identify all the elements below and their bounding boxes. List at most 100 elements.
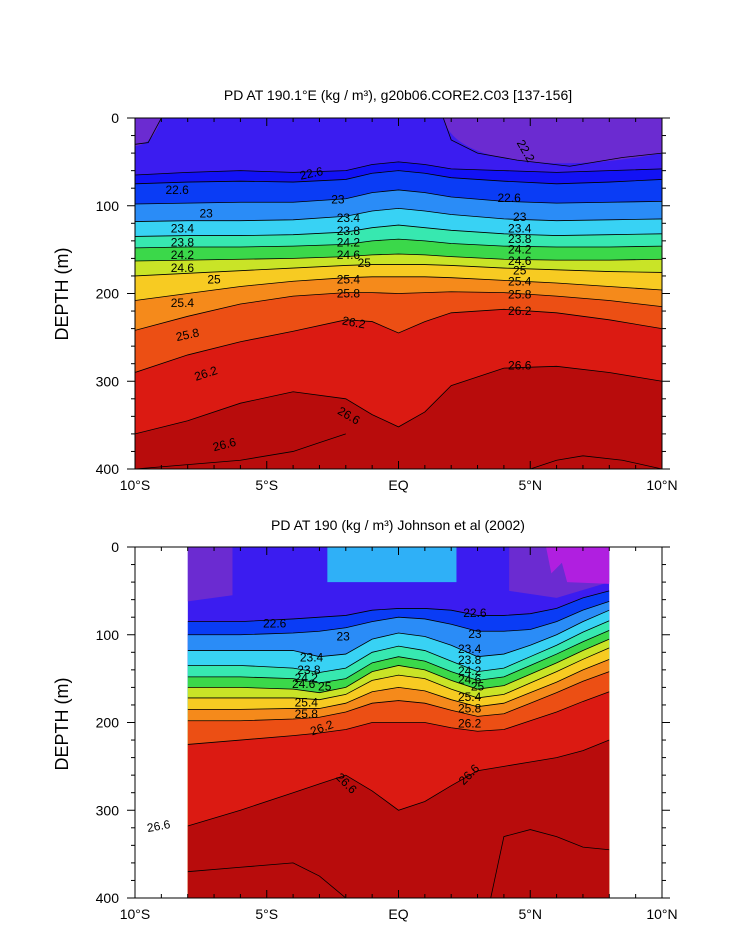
x-tick-label: 5°N xyxy=(519,906,543,922)
contour-label: 26.2 xyxy=(193,363,220,384)
contour-label: 23.8 xyxy=(508,232,532,246)
contour-fill-26-6 xyxy=(135,366,662,469)
contour-label: 25.8 xyxy=(175,325,201,344)
contour-line-23 xyxy=(187,601,610,636)
contour-label: 22.6 xyxy=(298,164,324,183)
contour-label: 23 xyxy=(513,210,527,224)
contour-label: 26.2 xyxy=(508,304,532,318)
contour-fill-26-6 xyxy=(187,740,610,898)
contour-label: 25.8 xyxy=(337,287,361,301)
contour-label: 26.2 xyxy=(458,716,482,730)
surface-pool-1 xyxy=(443,118,662,164)
contour-label: 23 xyxy=(199,207,213,221)
upper-contour-lines xyxy=(135,118,662,469)
contour-label: 24.6 xyxy=(458,673,482,687)
contour-label: 25.4 xyxy=(295,695,319,709)
contour-line-25-4 xyxy=(135,276,662,301)
contour-label: 26.6 xyxy=(211,435,237,454)
surface-pool-2 xyxy=(546,547,610,584)
contour-label: 24.6 xyxy=(337,248,361,262)
contour-line-26-8 xyxy=(187,862,347,898)
surface-pool-3 xyxy=(327,547,457,583)
contour-line-23-8 xyxy=(135,224,662,237)
contour-label: 25.4 xyxy=(337,273,361,287)
upper-panel-model: PD AT 190.1°E (kg / m³), g20b06.CORE2.C0… xyxy=(52,87,678,493)
contour-line-23-4 xyxy=(187,609,610,658)
contour-line-23 xyxy=(135,189,662,205)
x-tick-label: EQ xyxy=(388,477,408,493)
contour-line-26-8 xyxy=(530,455,662,469)
lower-axes: 10°S 5°S EQ 5°N 10°N 0 100 200 300 400 xyxy=(96,539,678,922)
contour-line-24-6 xyxy=(187,638,610,694)
surface-pool-0 xyxy=(135,118,162,147)
contour-label: 23.4 xyxy=(508,222,532,236)
contour-line-23-4 xyxy=(135,207,662,222)
contour-line-26-6 xyxy=(187,739,610,827)
contour-label: 23 xyxy=(468,627,482,641)
contour-label: 24.6 xyxy=(508,254,532,268)
contour-line-23-8 xyxy=(187,620,610,673)
contour-label: 24.2 xyxy=(295,671,319,685)
contour-label: 25.8 xyxy=(458,702,482,716)
contour-label: 23 xyxy=(336,630,350,644)
x-tick-label: 10°S xyxy=(120,477,151,493)
contour-line-22-2 xyxy=(135,118,162,145)
contour-line-25-8 xyxy=(135,291,662,331)
contour-label: 25 xyxy=(207,273,221,287)
contour-label: 25.4 xyxy=(171,296,195,310)
contour-label: 23.8 xyxy=(297,663,321,677)
x-tick-label: 5°S xyxy=(255,477,278,493)
contour-label: 23.8 xyxy=(458,653,482,667)
y-tick-label: 400 xyxy=(96,461,120,477)
contour-label: 26.6 xyxy=(508,359,532,373)
contour-label: 25 xyxy=(358,256,372,270)
contour-label: 23.8 xyxy=(337,224,361,238)
contour-label: 23.4 xyxy=(300,651,324,665)
upper-contour-labels: 22.222.622.622.623232323.423.423.423.823… xyxy=(165,137,537,454)
contour-line-22-2 xyxy=(442,118,662,167)
contour-label: 22.6 xyxy=(165,183,189,197)
contour-label: 24.2 xyxy=(337,236,361,250)
contour-line-26-6 xyxy=(135,433,346,469)
upper-chart-title: PD AT 190.1°E (kg / m³), g20b06.CORE2.C0… xyxy=(224,87,572,103)
y-tick-label: 300 xyxy=(96,373,120,389)
contour-label: 23 xyxy=(331,193,345,207)
contour-label: 25 xyxy=(513,264,527,278)
contour-label: 24.6 xyxy=(292,677,316,691)
x-tick-label: EQ xyxy=(388,906,408,922)
contour-label: 25.8 xyxy=(508,287,532,301)
contour-label: 22.6 xyxy=(263,616,287,630)
x-tick-label: 10°N xyxy=(646,477,677,493)
contour-label: 26.6 xyxy=(146,817,172,835)
x-tick-label: 10°S xyxy=(120,906,151,922)
contour-line-25 xyxy=(135,264,662,277)
upper-contour-fills xyxy=(135,118,662,469)
contour-line-25-4 xyxy=(187,658,610,710)
contour-line-24-6 xyxy=(135,253,662,262)
surface-pool-0 xyxy=(187,547,233,602)
lower-y-axis-label: DEPTH (m) xyxy=(52,678,72,771)
contour-line-22-6 xyxy=(135,170,662,185)
contour-line-22-4 xyxy=(135,161,662,176)
contour-label: 24.2 xyxy=(458,664,482,678)
contour-label: 23.8 xyxy=(171,236,195,250)
upper-y-axis-label: DEPTH (m) xyxy=(52,248,72,341)
x-tick-label: 5°S xyxy=(255,906,278,922)
contour-line-25 xyxy=(187,647,610,701)
y-tick-label: 100 xyxy=(96,627,120,643)
y-tick-label: 300 xyxy=(96,802,120,818)
contour-label: 25.4 xyxy=(458,690,482,704)
contour-label: 24.6 xyxy=(171,261,195,275)
lower-panel-observed: PD AT 190 (kg / m³) Johnson et al (2002)… xyxy=(52,517,678,922)
y-tick-label: 0 xyxy=(111,539,119,555)
contour-label: 25 xyxy=(318,680,332,694)
contour-label: 25 xyxy=(471,680,485,694)
contour-label: 23.4 xyxy=(171,222,195,236)
contour-line-26-2 xyxy=(187,691,610,745)
contour-label: 23.4 xyxy=(337,211,361,225)
contour-label: 23.4 xyxy=(458,642,482,656)
contour-line-25-8 xyxy=(187,671,610,722)
x-tick-label: 10°N xyxy=(646,906,677,922)
contour-line-24-2 xyxy=(187,629,610,684)
